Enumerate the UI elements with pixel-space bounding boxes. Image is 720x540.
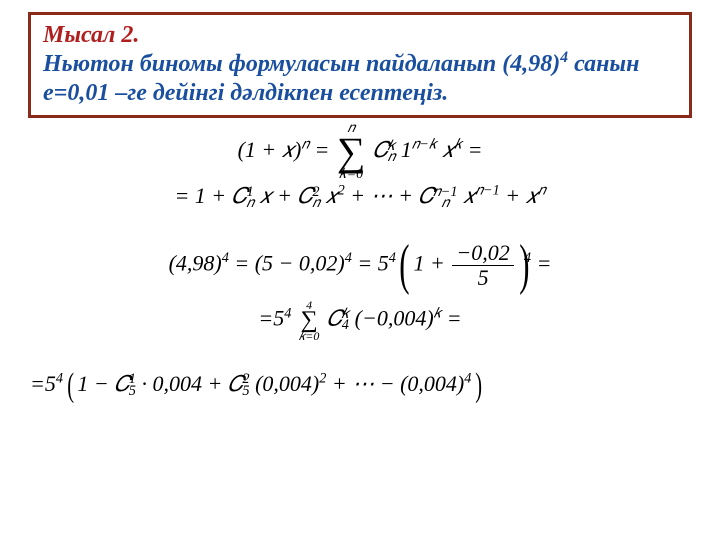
eq4-C: 𝐶 [327, 305, 343, 330]
eq3-c: = 5 [357, 250, 388, 275]
title-line-1: Мысал 2. [43, 21, 677, 50]
eq4-pre: =5 [258, 305, 284, 330]
eq5-C2-sub: 5 [242, 386, 249, 397]
eq2-c-sub: 𝑛 [433, 198, 457, 209]
title-text-1: Мысал 2. [43, 22, 139, 48]
sigma-1: 𝑛 ∑ 𝑘=0 [335, 122, 368, 182]
eq1-x-exp: 𝑘 [454, 137, 462, 153]
eq1-left: (1 + 𝑥) [238, 137, 302, 162]
eq2-b-x-exp: 2 [338, 183, 345, 199]
eq2-a-sub: 𝑛 [246, 198, 254, 209]
eq5-pre-exp: 4 [56, 371, 63, 387]
eq5-mid2: + ⋯ − (0,004) [332, 371, 464, 396]
eq5-paren2-exp: 2 [319, 371, 326, 387]
eq1-x: 𝑥 [442, 137, 454, 162]
math-area: (1 + 𝑥)𝑛 = 𝑛 ∑ 𝑘=0 𝐶𝑘𝑛 1𝑛−𝑘 𝑥𝑘 = = 1 + 𝐶… [28, 122, 692, 397]
eq2-b-sub: 𝑛 [312, 198, 320, 209]
eq1: (1 + 𝑥)𝑛 = 𝑛 ∑ 𝑘=0 𝐶𝑘𝑛 1𝑛−𝑘 𝑥𝑘 = [28, 122, 692, 182]
eq4-pre-exp: 4 [284, 305, 291, 321]
eq2-a-x: 𝑥 + 𝐶 [259, 183, 313, 208]
eq3-b: = (5 − 0,02) [234, 250, 344, 275]
eq3-c-exp: 4 [389, 250, 396, 266]
eq2-tail: + 𝑥 [505, 183, 538, 208]
eq2-b-x: 𝑥 [325, 183, 337, 208]
eq3-b-exp: 4 [345, 250, 352, 266]
eq1-C: 𝐶 [373, 137, 389, 162]
eq3-trail: = [537, 250, 552, 275]
eq1-one: 1 [401, 137, 412, 162]
eq5-C1-sub: 5 [129, 386, 136, 397]
sigma-2: 4 ∑ 𝑘=0 [297, 299, 322, 342]
eq2-tail-exp: 𝑛 [538, 183, 546, 199]
eq4-paren: (−0,004) [355, 305, 434, 330]
sigma1-bot: 𝑘=0 [339, 168, 363, 182]
eq2-a: = 1 + 𝐶 [174, 183, 247, 208]
eq3-a-exp: 4 [222, 250, 229, 266]
title-text-2a: Ньютон биномы формуласын пайдаланып (4,9… [43, 51, 560, 77]
eq2: = 1 + 𝐶1𝑛 𝑥 + 𝐶2𝑛 𝑥2 + ⋯ + 𝐶𝑛−1𝑛 𝑥𝑛−1 + … [28, 184, 692, 209]
sigma2-bot: 𝑘=0 [299, 330, 320, 342]
eq2-c-x: 𝑥 [463, 183, 475, 208]
eq2-mid: + ⋯ + 𝐶 [350, 183, 434, 208]
eq5-mid1: · 0,004 + 𝐶 [141, 371, 243, 396]
eq5-inner-a: 1 − 𝐶 [77, 371, 129, 396]
sigma1-symbol: ∑ [337, 136, 366, 168]
eq3-a: (4,98) [169, 250, 222, 275]
eq5-pre: =5 [30, 371, 56, 396]
eq1-one-exp: 𝑛−𝑘 [412, 137, 437, 153]
eq1-eq: = [315, 137, 335, 162]
eq4-C-sub: 4 [342, 320, 350, 331]
frac-den: 5 [474, 266, 493, 289]
eq1-C-sub: 𝑛 [388, 152, 396, 163]
title-exp: 4 [560, 49, 568, 66]
eq2-c-x-exp: 𝑛−1 [475, 183, 499, 199]
eq4: =54 4 ∑ 𝑘=0 𝐶𝑘4 (−0,004)𝑘 = [28, 299, 692, 342]
title-box: Мысал 2. Ньютон биномы формуласын пайдал… [28, 12, 692, 118]
eq3-inner-pre: 1 + [414, 250, 451, 275]
eq5: =54 ( 1 − 𝐶15 · 0,004 + 𝐶25 (0,004)2 + ⋯… [28, 372, 692, 397]
frac-num: −0,02 [452, 242, 513, 265]
eq5-paren4-exp: 4 [464, 371, 471, 387]
eq4-trail: = [447, 305, 462, 330]
fraction: −0,02 5 [452, 242, 513, 289]
title-line-2: Ньютон биномы формуласын пайдаланып (4,9… [43, 50, 677, 108]
eq4-paren-exp: 𝑘 [434, 305, 442, 321]
eq1-trail: = [468, 137, 483, 162]
sigma2-symbol: ∑ [301, 311, 318, 330]
eq1-left-exp: 𝑛 [301, 137, 309, 153]
eq5-paren2: (0,004) [255, 371, 319, 396]
eq3: (4,98)4 = (5 − 0,02)4 = 54 ( 1 + −0,02 5… [28, 242, 692, 289]
